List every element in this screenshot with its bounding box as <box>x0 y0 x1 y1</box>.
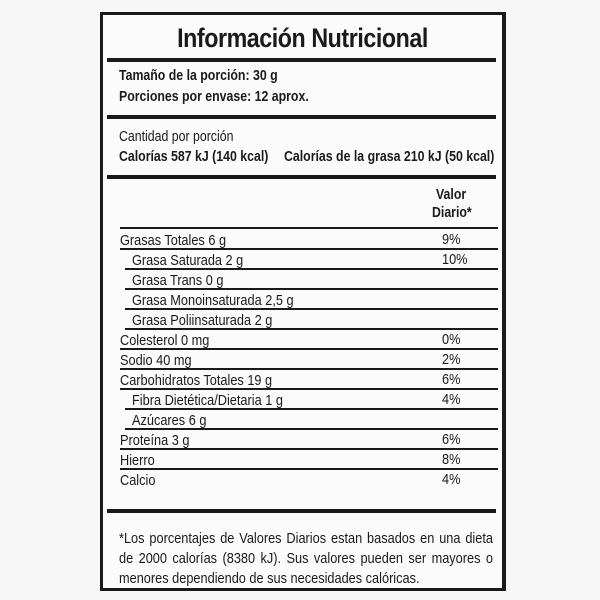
amount-per-serving-label: Cantidad por porción <box>119 129 234 145</box>
fat-calories: Calorías de la grasa 210 kJ (50 kcal) <box>284 149 495 165</box>
row-divider <box>120 448 498 450</box>
nutrient-name: Hierro <box>120 452 155 469</box>
row-divider <box>125 308 498 310</box>
table-row: Colesterol 0 mg 0% <box>120 330 498 350</box>
label-title: Información Nutricional <box>177 23 428 53</box>
nutrient-name: Grasa Monoinsaturada 2,5 g <box>132 292 294 309</box>
daily-value: 4% <box>442 391 461 408</box>
table-row: Grasa Monoinsaturada 2,5 g <box>120 290 498 310</box>
divider <box>107 58 496 62</box>
daily-value: 8% <box>442 451 461 468</box>
daily-value: 4% <box>442 471 461 488</box>
table-row: Proteína 3 g 6% <box>120 430 498 450</box>
row-divider <box>120 368 498 370</box>
nutrient-name: Fibra Dietética/Dietaria 1 g <box>132 392 283 409</box>
divider <box>107 115 496 119</box>
row-divider <box>120 388 498 390</box>
table-row: Grasa Poliinsaturada 2 g <box>120 310 498 330</box>
row-divider <box>125 408 498 410</box>
table-row: Carbohidratos Totales 19 g 6% <box>120 370 498 390</box>
table-row: Grasas Totales 6 g 9% <box>120 230 498 250</box>
nutrient-name: Grasa Trans 0 g <box>132 272 224 289</box>
nutrient-name: Grasa Poliinsaturada 2 g <box>132 312 273 329</box>
nutrition-facts-label: Información Nutricional Tamaño de la por… <box>100 12 506 591</box>
table-row: Azúcares 6 g <box>120 410 498 430</box>
divider <box>107 175 496 179</box>
servings-per-container: Porciones por envase: 12 aprox. <box>119 89 309 105</box>
table-row: Sodio 40 mg 2% <box>120 350 498 370</box>
daily-value: 6% <box>442 371 461 388</box>
divider <box>107 509 496 513</box>
daily-value: 10% <box>442 251 468 268</box>
divider <box>120 227 498 229</box>
serving-size: Tamaño de la porción: 30 g <box>119 68 278 84</box>
dv-header-line2: Diario* <box>432 205 472 221</box>
daily-value: 0% <box>442 331 461 348</box>
daily-value: 2% <box>442 351 461 368</box>
table-row: Calcio 4% <box>120 470 498 490</box>
row-divider <box>125 268 498 270</box>
row-divider <box>125 428 498 430</box>
nutrient-name: Azúcares 6 g <box>132 412 207 429</box>
row-divider <box>120 468 498 470</box>
row-divider <box>125 328 498 330</box>
table-row: Fibra Dietética/Dietaria 1 g 4% <box>120 390 498 410</box>
nutrient-name: Calcio <box>120 472 156 489</box>
daily-value: 9% <box>442 231 461 248</box>
daily-value: 6% <box>442 431 461 448</box>
row-divider <box>120 348 498 350</box>
table-row: Grasa Trans 0 g <box>120 270 498 290</box>
calories: Calorías 587 kJ (140 kcal) <box>119 149 269 165</box>
row-divider <box>120 248 498 250</box>
dv-header-line1: Valor <box>436 187 467 203</box>
table-row: Hierro 8% <box>120 450 498 470</box>
nutrient-name: Sodio 40 mg <box>120 352 192 369</box>
nutrient-name: Carbohidratos Totales 19 g <box>120 372 273 389</box>
nutrient-name: Colesterol 0 mg <box>120 332 210 349</box>
row-divider <box>125 288 498 290</box>
footnote: *Los porcentajes de Valores Diarios esta… <box>119 530 493 587</box>
table-row: Grasa Saturada 2 g 10% <box>120 250 498 270</box>
nutrient-name: Grasa Saturada 2 g <box>132 252 244 269</box>
nutrient-name: Proteína 3 g <box>120 432 190 449</box>
nutrient-name: Grasas Totales 6 g <box>120 232 227 249</box>
